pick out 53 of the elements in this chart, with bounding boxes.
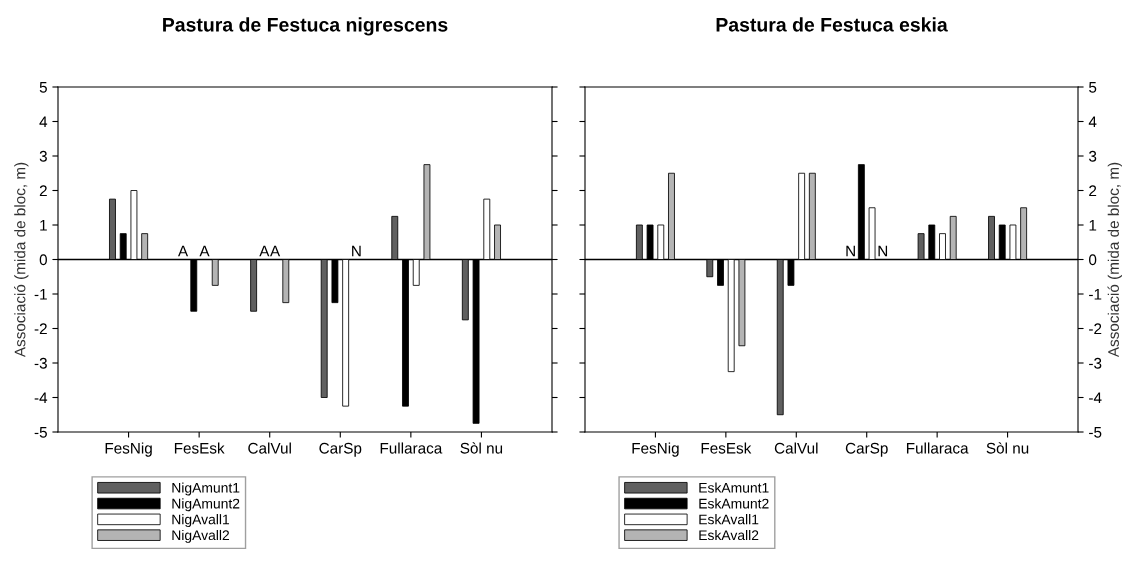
x-tick-label: CalVul (774, 442, 818, 454)
chart-title: Pastura de Festuca nigrescens (163, 17, 448, 36)
legend-label: NigAmunt1 (172, 482, 240, 496)
y-tick-label: 5 (1089, 82, 1097, 93)
y-tick-label: -3 (1089, 357, 1102, 369)
y-tick-label: 3 (1089, 150, 1097, 162)
legend-label: EskAmunt2 (699, 498, 769, 509)
y-tick-label: 2 (1089, 185, 1097, 197)
y-tick-label: 4 (1088, 116, 1097, 128)
chart-title: Pastura de Festuca eskia (716, 17, 948, 32)
y-tick-label: 5 (39, 82, 47, 93)
y-tick-label: 0 (39, 254, 47, 266)
x-tick-label: CalVul (248, 442, 291, 454)
y-tick-label: -5 (1089, 427, 1102, 438)
y-tick-label: 1 (40, 220, 47, 231)
y-axis-title: Associació (mida de bloc, m) (1107, 162, 1122, 358)
x-tick-label: FesNig (632, 442, 679, 457)
x-tick-label: FesEsk (174, 442, 225, 454)
annotation: N (352, 245, 361, 257)
y-tick-label: -2 (34, 323, 47, 335)
y-tick-label: -5 (34, 427, 47, 438)
legend-label: EskAvall2 (699, 529, 759, 541)
legend-label: NigAvall2 (172, 529, 230, 543)
y-tick-label: -4 (34, 392, 48, 404)
annotation: A (270, 245, 281, 257)
x-tick-label: Fullaraca (906, 442, 969, 454)
x-tick-label: Fullaraca (380, 442, 443, 454)
annotation: A (177, 245, 189, 257)
y-axis-title: Associació (mida de bloc, m) (14, 162, 29, 358)
y-tick-label: -4 (1089, 392, 1102, 404)
x-tick-label: Sòl nu (460, 442, 503, 454)
legend-label: NigAvall1 (172, 514, 230, 528)
y-tick-label: 3 (39, 150, 47, 162)
x-tick-label: Sòl nu (986, 442, 1029, 454)
y-tick-label: 0 (1089, 254, 1097, 266)
annotation: N (846, 245, 855, 257)
y-tick-label: -1 (1089, 289, 1102, 300)
y-tick-label: 2 (39, 185, 47, 197)
x-tick-label: CarSp (319, 442, 362, 457)
annotation: A (199, 245, 210, 257)
x-tick-label: FesEsk (701, 442, 752, 454)
y-tick-label: -1 (34, 289, 47, 300)
x-tick-label: FesNig (105, 442, 152, 457)
legend-label: NigAmunt2 (172, 498, 240, 512)
y-tick-label: -3 (34, 357, 47, 369)
legend-label: EskAvall1 (699, 514, 759, 525)
y-tick-label: 4 (39, 116, 48, 128)
y-tick-label: -2 (1089, 323, 1102, 335)
annotation: A (259, 245, 270, 257)
annotation: N (878, 245, 888, 257)
x-tick-label: CarSp (845, 442, 888, 457)
y-tick-label: 1 (1089, 220, 1097, 231)
legend-label: EskAmunt1 (699, 482, 769, 493)
